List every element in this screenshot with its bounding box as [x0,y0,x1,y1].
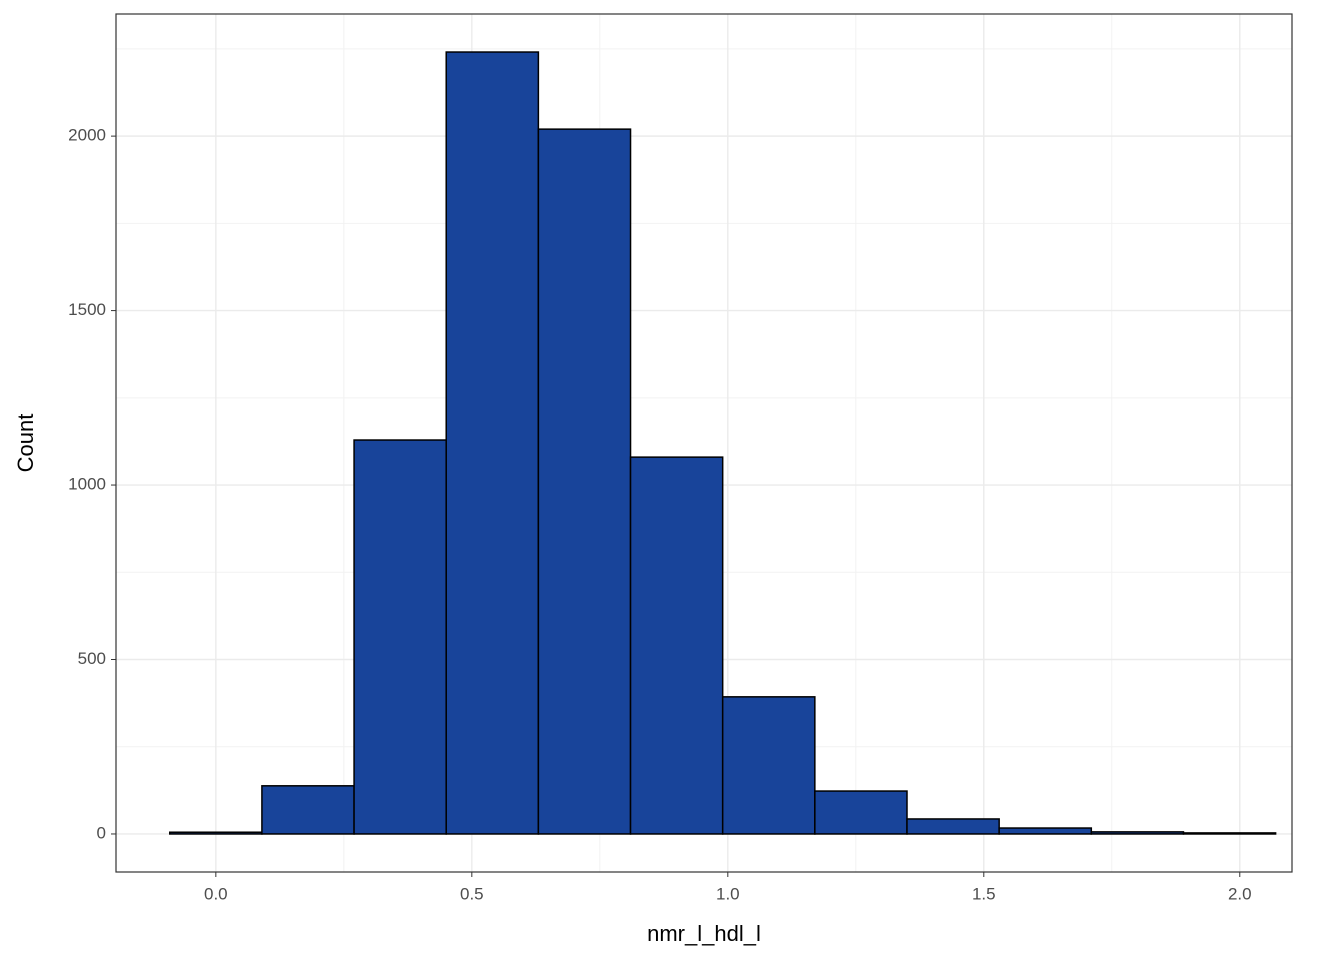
bar [261,785,355,835]
bar [814,790,908,835]
panel-border [115,13,1293,873]
y-axis-title: Count [13,414,38,473]
bar [1182,832,1277,835]
bar [169,831,263,835]
bar [537,128,632,835]
x-tick-label: 0.0 [204,884,228,903]
bar [1090,831,1185,835]
bar [445,51,540,835]
x-tick-label: 0.5 [460,884,484,903]
y-tick-label: 1500 [68,300,106,319]
x-tick-label: 1.5 [972,884,996,903]
bar [906,818,1000,835]
y-tick-label: 2000 [68,126,106,145]
x-tick-label: 1.0 [716,884,740,903]
bar [998,827,1093,835]
y-tick-label: 0 [97,823,106,842]
x-axis-title: nmr_l_hdl_l [647,921,761,946]
y-tick-label: 500 [78,649,106,668]
bar [629,456,724,835]
y-tick-label: 1000 [68,475,106,494]
x-tick-label: 2.0 [1228,884,1252,903]
bar [721,696,816,835]
bar [353,439,447,835]
